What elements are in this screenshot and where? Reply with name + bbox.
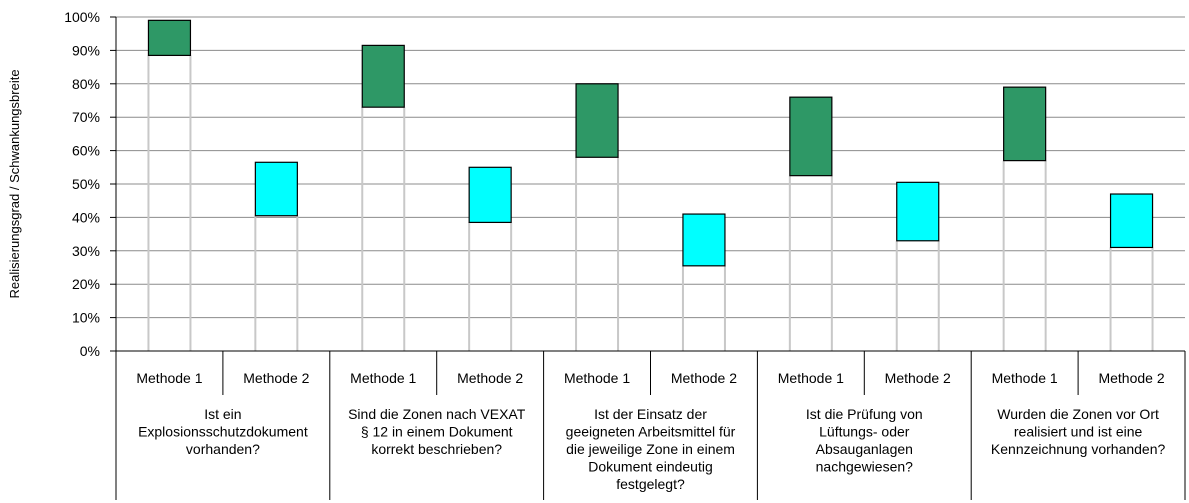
y-tick-label: 20% bbox=[72, 276, 100, 292]
range-bar-methode-2 bbox=[1109, 193, 1154, 249]
y-tick-label: 100% bbox=[64, 9, 100, 25]
category-label-line: Sind die Zonen nach VEXAT bbox=[348, 406, 526, 422]
y-tick-label: 90% bbox=[72, 42, 100, 58]
category-label-line: nachgewiesen? bbox=[816, 459, 914, 475]
range-bar-methode-1 bbox=[361, 44, 405, 108]
category-label-line: Wurden die Zonen vor Ort bbox=[997, 406, 1159, 422]
method-label: Methode 1 bbox=[992, 370, 1058, 386]
y-axis-label: Realisierungsgrad / Schwankungsbreite bbox=[7, 69, 22, 298]
category-label-line: § 12 in einem Dokument bbox=[361, 424, 513, 440]
category-label-line: Ist der Einsatz der bbox=[594, 406, 707, 422]
category-label-line: korrekt beschrieben? bbox=[371, 441, 502, 457]
range-bar-methode-1 bbox=[789, 96, 833, 177]
category-label-line: Kennzeichnung vorhanden? bbox=[991, 441, 1166, 457]
method-label: Methode 2 bbox=[243, 370, 309, 386]
y-tick-label: 40% bbox=[72, 209, 100, 225]
category-label-line: geeigneten Arbeitsmittel für bbox=[566, 424, 736, 440]
category-label-line: Explosionsschutzdokument bbox=[138, 424, 308, 440]
range-bar-methode-2 bbox=[896, 181, 940, 242]
method-label: Methode 1 bbox=[564, 370, 630, 386]
y-tick-label: 0% bbox=[80, 343, 100, 359]
drop-lines bbox=[147, 55, 1154, 351]
y-tick-label: 50% bbox=[72, 176, 100, 192]
category-label-line: Lüftungs- oder bbox=[819, 424, 910, 440]
category-label-line: Ist ein bbox=[204, 406, 241, 422]
category-label-line: realisiert und ist eine bbox=[1014, 424, 1143, 440]
y-tick-label: 70% bbox=[72, 109, 100, 125]
range-bar-methode-1 bbox=[147, 19, 192, 57]
category-label-line: die jeweilige Zone in einem bbox=[566, 441, 735, 457]
method-label: Methode 1 bbox=[350, 370, 416, 386]
range-bar-methode-1 bbox=[1003, 86, 1047, 162]
y-tick-label: 60% bbox=[72, 143, 100, 159]
range-bar-methode-2 bbox=[682, 213, 726, 267]
method-label: Methode 2 bbox=[671, 370, 737, 386]
category-label-line: Ist die Prüfung von bbox=[806, 406, 923, 422]
y-tick-label: 80% bbox=[72, 76, 100, 92]
y-tick-label: 10% bbox=[72, 310, 100, 326]
category-label-line: Dokument eindeutig bbox=[588, 459, 713, 475]
y-axis-tick-labels: 0% 10% 20% 30% 40% 50% 60% 70% 80% 90% 100% bbox=[64, 9, 116, 359]
category-label-line: Absauganlagen bbox=[816, 441, 913, 457]
method-label: Methode 1 bbox=[778, 370, 844, 386]
method-label: Methode 1 bbox=[136, 370, 202, 386]
category-labels: Methode 1 Methode 2 Ist ein Explosionsschut… bbox=[136, 370, 1165, 492]
y-tick-label: 30% bbox=[72, 243, 100, 259]
category-label-line: festgelegt? bbox=[616, 476, 685, 492]
method-label: Methode 2 bbox=[457, 370, 523, 386]
range-bar-methode-2 bbox=[254, 161, 298, 217]
method-label: Methode 2 bbox=[1098, 370, 1164, 386]
method-label: Methode 2 bbox=[885, 370, 951, 386]
range-bars bbox=[147, 19, 1154, 267]
category-axis bbox=[115, 17, 1186, 500]
range-bar-methode-1 bbox=[575, 83, 619, 158]
category-label-line: vorhanden? bbox=[186, 441, 260, 457]
range-bar-methode-2 bbox=[468, 166, 512, 224]
